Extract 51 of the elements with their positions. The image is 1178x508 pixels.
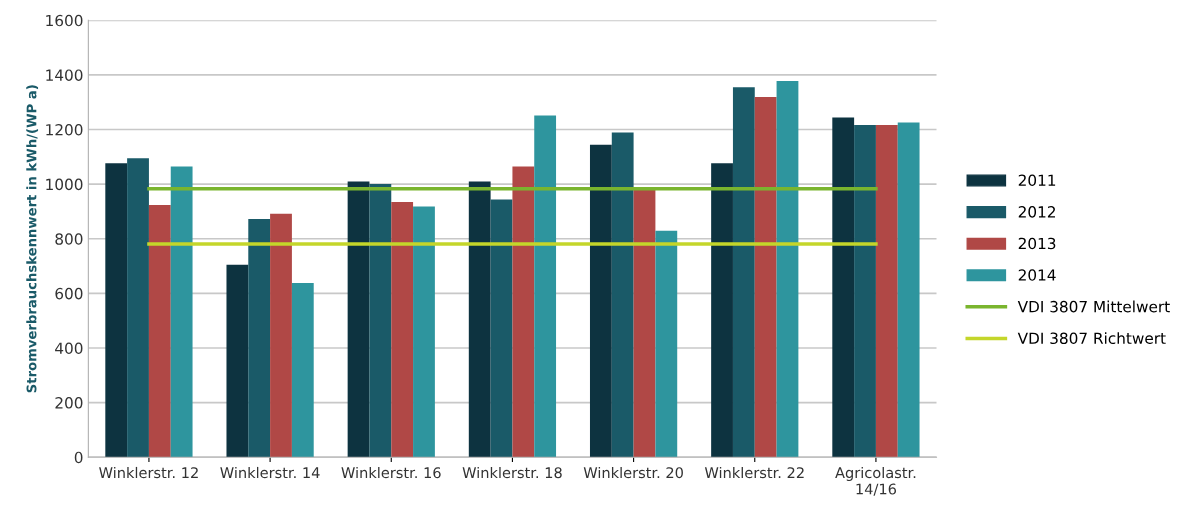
bar xyxy=(226,264,249,458)
x-tick-label: Agricolastr. 14/16 xyxy=(835,466,916,496)
y-tick-label: 1600 xyxy=(46,14,83,27)
bar xyxy=(655,230,678,458)
y-tick-label: 1200 xyxy=(46,124,83,136)
x-tick-label: Winklerstr. 14 xyxy=(220,466,320,479)
bar xyxy=(589,144,612,458)
legend-label: 2014 xyxy=(1018,269,1056,281)
y-tick-label: 400 xyxy=(55,342,83,354)
bar xyxy=(897,122,920,458)
bar xyxy=(711,163,733,458)
bar xyxy=(732,87,755,458)
bar xyxy=(875,124,898,458)
y-tick-label: 1000 xyxy=(46,178,83,191)
legend-label: VDI 3807 Mittelwert xyxy=(1017,300,1170,313)
y-tick-label: 200 xyxy=(55,397,83,409)
legend-label: VDI 3807 Richtwert xyxy=(1017,332,1166,345)
bar xyxy=(534,115,557,458)
bar xyxy=(170,166,193,458)
x-tick-label: Winklerstr. 16 xyxy=(341,466,441,479)
x-tick-label: Winklerstr. 20 xyxy=(583,466,683,479)
bar xyxy=(248,219,271,458)
y-tick-label: 600 xyxy=(55,287,83,300)
y-tick-label: 1400 xyxy=(46,69,83,81)
bar xyxy=(633,188,656,458)
y-tick-label: 800 xyxy=(55,233,83,245)
legend-label: 2011 xyxy=(1018,174,1056,187)
bar xyxy=(754,97,777,458)
x-tick-label: Winklerstr. 18 xyxy=(462,466,562,479)
bar xyxy=(413,206,435,458)
bar xyxy=(105,163,128,458)
bar xyxy=(148,204,171,458)
x-tick-label: Winklerstr. 22 xyxy=(704,466,804,479)
bar xyxy=(832,117,855,458)
bar xyxy=(854,124,876,458)
bar xyxy=(291,282,314,458)
legend-label: 2012 xyxy=(1018,206,1055,218)
bar xyxy=(391,201,414,458)
y-tick-label: 0 xyxy=(74,451,83,464)
bar xyxy=(468,181,491,458)
x-tick-label: Winklerstr. 12 xyxy=(99,466,198,479)
legend-label: 2013 xyxy=(1018,237,1056,250)
bar xyxy=(369,183,392,458)
bar xyxy=(127,158,149,458)
bar xyxy=(490,199,513,458)
y-axis-title: Stromverbrauchskennwert in kWh/(WP a) xyxy=(26,85,39,393)
bar xyxy=(512,166,535,458)
bar xyxy=(611,132,634,458)
bar xyxy=(270,213,292,458)
bar xyxy=(776,80,799,458)
bar xyxy=(347,181,370,458)
